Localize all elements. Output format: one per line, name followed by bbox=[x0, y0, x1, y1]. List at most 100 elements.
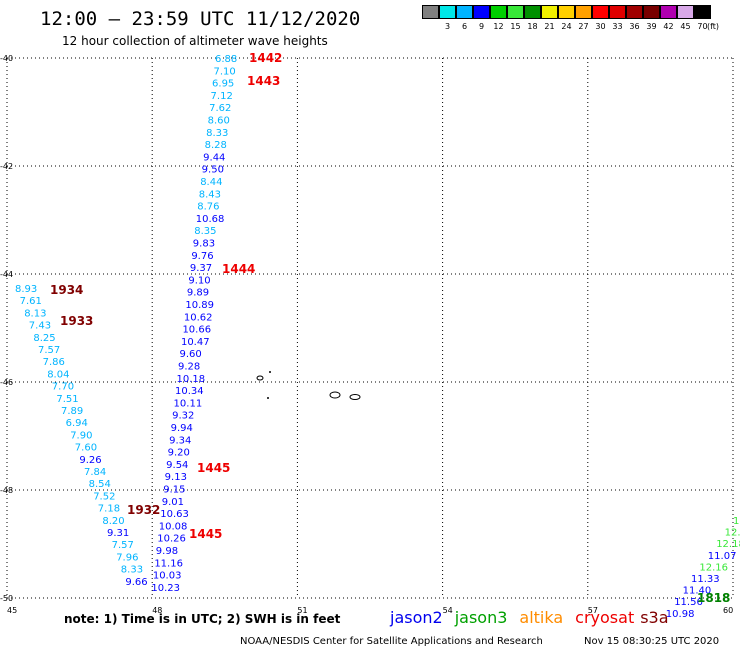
pass-time-label: 1442 bbox=[249, 51, 282, 65]
legend-tick-label: 39 bbox=[646, 22, 657, 31]
swh-observation: 7.18 bbox=[98, 504, 120, 515]
swh-observation: 6.94 bbox=[66, 418, 88, 429]
legend-tick-label: 36 bbox=[629, 22, 640, 31]
satellite-name-cryosat: cryosat bbox=[575, 608, 635, 627]
legend-swatch bbox=[660, 5, 677, 19]
swh-observation: 10.08 bbox=[159, 521, 188, 532]
swh-observation: 10.26 bbox=[157, 534, 186, 545]
swh-observation: 9.10 bbox=[188, 275, 210, 286]
legend-swatch bbox=[507, 5, 524, 19]
island-outline bbox=[267, 397, 269, 399]
swh-observation: 9.76 bbox=[191, 251, 213, 262]
pass-time-label: 1445 bbox=[197, 461, 230, 475]
longitude-tick-label: 45 bbox=[7, 606, 17, 615]
swh-observation: 8.25 bbox=[33, 333, 55, 344]
swh-observation: 7.10 bbox=[214, 66, 236, 77]
legend-swatch bbox=[592, 5, 609, 19]
swh-observation: 7.96 bbox=[116, 552, 138, 563]
swh-observation: 8.93 bbox=[15, 284, 37, 295]
page-subtitle: 12 hour collection of altimeter wave hei… bbox=[62, 34, 328, 48]
longitude-tick-label: 54 bbox=[443, 606, 453, 615]
swh-observation: 11.40 bbox=[683, 586, 712, 597]
legend-swatch bbox=[626, 5, 643, 19]
swh-observation: 7.43 bbox=[29, 321, 51, 332]
swh-observation: 7.70 bbox=[52, 382, 74, 393]
satellite-legend: jason2 jason3 altika cryosat s3a bbox=[390, 608, 681, 627]
swh-observation: 8.60 bbox=[208, 116, 230, 127]
island-outline bbox=[329, 391, 341, 399]
swh-observation: 10.03 bbox=[153, 571, 182, 582]
swh-observation: 8.54 bbox=[89, 479, 111, 490]
swh-observation: 9.34 bbox=[169, 435, 191, 446]
legend-swatch bbox=[575, 5, 592, 19]
legend-swatch bbox=[473, 5, 490, 19]
swh-observation: 7.51 bbox=[56, 394, 78, 405]
legend-tick-label: 30 bbox=[595, 22, 606, 31]
pass-time-label: 1934 bbox=[50, 283, 83, 297]
swh-observation: 12.16 bbox=[699, 562, 728, 573]
swh-observation: 8.20 bbox=[102, 516, 124, 527]
swh-observation: 9.37 bbox=[190, 263, 212, 274]
swh-observation: 10.68 bbox=[196, 214, 225, 225]
legend-tick-label: 27 bbox=[578, 22, 589, 31]
swh-observation: 7.57 bbox=[38, 345, 60, 356]
legend-tick-label: 24 bbox=[561, 22, 572, 31]
legend-swatch bbox=[422, 5, 439, 19]
pass-time-label: 1818 bbox=[697, 591, 730, 605]
satellite-name-altika: altika bbox=[519, 608, 564, 627]
legend-swatch bbox=[609, 5, 626, 19]
swh-observation: 7.84 bbox=[84, 467, 106, 478]
swh-observation: 7.60 bbox=[75, 443, 97, 454]
swh-observation: 9.54 bbox=[166, 460, 188, 471]
pass-time-label: 1932 bbox=[127, 503, 160, 517]
island-outline bbox=[256, 375, 264, 381]
page-title: 12:00 — 23:59 UTC 11/12/2020 bbox=[40, 8, 361, 30]
swh-observation: 8.13 bbox=[24, 308, 46, 319]
swh-observation: 10.62 bbox=[184, 312, 213, 323]
swh-observation: 8.76 bbox=[197, 202, 219, 213]
swh-observation: 7.86 bbox=[43, 357, 65, 368]
swh-observation: 10.11 bbox=[174, 398, 203, 409]
swh-observation: 9.50 bbox=[202, 165, 224, 176]
swh-observation: 10.47 bbox=[181, 337, 210, 348]
wave-height-color-legend: 3 6 9 12 15 18 21 24 27 30 33 36 39 42 45 70 (ft) bbox=[422, 5, 740, 35]
swh-observation: 6.95 bbox=[212, 79, 234, 90]
legend-swatch bbox=[439, 5, 456, 19]
swh-observation: 9.44 bbox=[203, 152, 225, 163]
swh-observation: 8.44 bbox=[200, 177, 222, 188]
swh-observation: 10.66 bbox=[182, 325, 211, 336]
legend-swatch bbox=[456, 5, 473, 19]
pass-time-label: 1443 bbox=[247, 74, 280, 88]
legend-tick-label: 9 bbox=[478, 22, 485, 31]
swh-observation: 10.98 bbox=[666, 609, 695, 620]
satellite-name-s3a: s3a bbox=[640, 608, 669, 627]
satellite-name-jason3: jason3 bbox=[454, 608, 508, 627]
swh-observation: 9.15 bbox=[163, 485, 185, 496]
legend-unit: (ft) bbox=[707, 22, 720, 31]
legend-swatch bbox=[490, 5, 507, 19]
swh-observation: 9.28 bbox=[178, 362, 200, 373]
swh-observation: 7.62 bbox=[209, 103, 231, 114]
swh-observation: 9.31 bbox=[107, 528, 129, 539]
legend-swatch bbox=[677, 5, 694, 19]
legend-tick-label: 12 bbox=[493, 22, 504, 31]
swh-observation: 8.33 bbox=[206, 128, 228, 139]
legend-swatch bbox=[643, 5, 660, 19]
legend-tick-label: 15 bbox=[510, 22, 521, 31]
swh-observation: 11.16 bbox=[154, 558, 183, 569]
swh-observation: 9.13 bbox=[165, 472, 187, 483]
footer-credit: NOAA/NESDIS Center for Satellite Applica… bbox=[240, 636, 543, 647]
swh-observation: 7.57 bbox=[112, 540, 134, 551]
swh-observation: 9.83 bbox=[193, 239, 215, 250]
legend-tick-label: 6 bbox=[461, 22, 468, 31]
legend-tick-label: 18 bbox=[527, 22, 538, 31]
swh-observation: 12. bbox=[725, 528, 740, 539]
swh-observation: 10.23 bbox=[151, 583, 180, 594]
longitude-tick-label: 48 bbox=[152, 606, 162, 615]
swh-observation: 9.20 bbox=[168, 448, 190, 459]
legend-swatch bbox=[524, 5, 541, 19]
swh-observation: 10.18 bbox=[177, 374, 206, 385]
island-outline bbox=[349, 394, 361, 400]
legend-tick-label: 3 bbox=[444, 22, 451, 31]
